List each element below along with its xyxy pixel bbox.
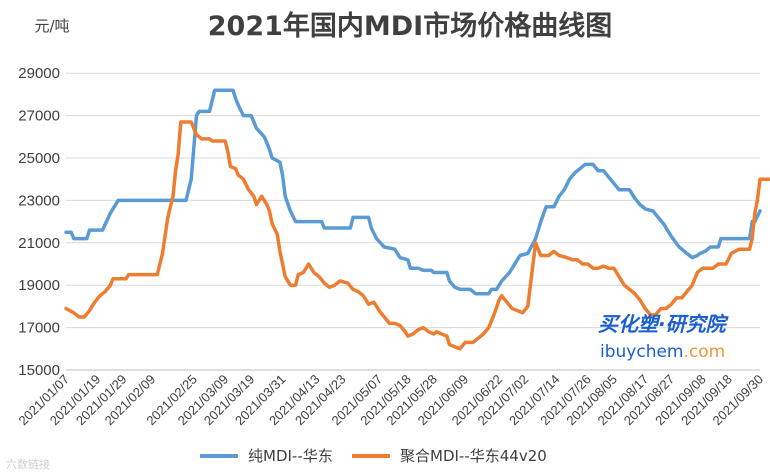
legend-label-pure-mdi: 纯MDI--华东 <box>248 447 333 465</box>
y-axis-ticks: 15000 17000 19000 21000 23000 25000 27000 29000 <box>18 65 60 379</box>
series-lines <box>64 88 770 351</box>
y-tick-label: 29000 <box>18 65 60 82</box>
y-axis-unit-label: 元/吨 <box>34 17 69 35</box>
y-tick-label: 17000 <box>18 320 60 337</box>
y-tick-label: 19000 <box>18 277 60 294</box>
legend: 纯MDI--华东 聚合MDI--华东44v20 <box>200 447 547 465</box>
watermark-brand: 买化塑·研究院 <box>598 312 730 336</box>
chart-title: 2021年国内MDI市场价格曲线图 <box>208 10 612 42</box>
x-axis-ticks: 2021/01/072021/01/192021/01/292021/02/09… <box>15 372 766 429</box>
watermark-url: ibuychem.com <box>600 342 725 362</box>
source-watermark: 六数链接 <box>6 457 50 471</box>
watermark: 买化塑·研究院 ibuychem.com 六数链接 <box>6 312 730 471</box>
series-line-pure-mdi <box>64 88 762 296</box>
watermark-url-prefix: ibuychem <box>600 342 684 362</box>
watermark-url-suffix: .com <box>684 342 726 362</box>
y-tick-label: 21000 <box>18 235 60 252</box>
y-tick-label: 25000 <box>18 150 60 167</box>
y-tick-label: 27000 <box>18 108 60 125</box>
y-tick-label: 15000 <box>18 362 60 379</box>
y-tick-label: 23000 <box>18 192 60 209</box>
legend-label-polymeric-mdi: 聚合MDI--华东44v20 <box>400 447 547 465</box>
series-line-polymeric-mdi <box>64 120 770 351</box>
